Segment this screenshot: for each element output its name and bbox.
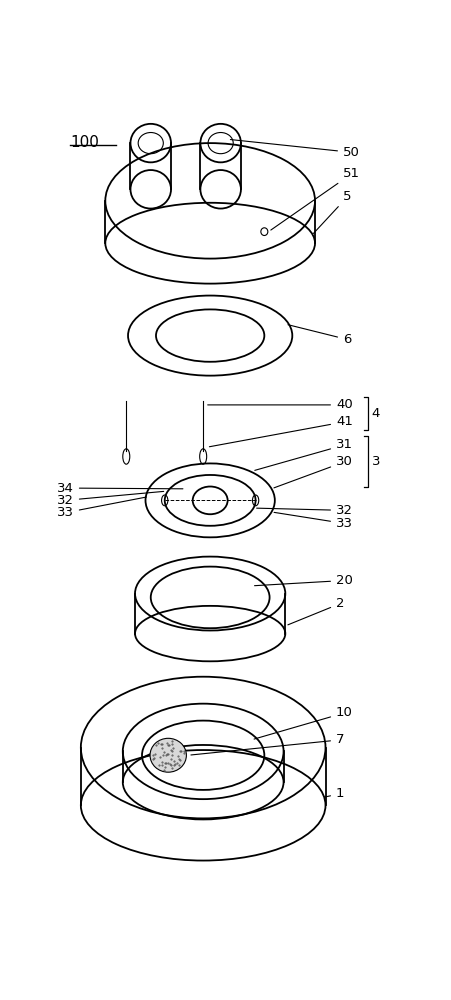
Text: 5: 5	[313, 190, 351, 233]
Text: 51: 51	[271, 167, 360, 230]
Text: 2: 2	[288, 597, 345, 625]
Text: 100: 100	[70, 135, 99, 150]
Text: 41: 41	[209, 415, 353, 447]
Ellipse shape	[150, 738, 186, 772]
Text: 33: 33	[57, 497, 146, 519]
Text: 6: 6	[288, 325, 351, 346]
Text: 31: 31	[255, 438, 353, 470]
Text: 3: 3	[372, 455, 380, 468]
Text: 30: 30	[274, 455, 353, 488]
Text: 1: 1	[325, 787, 345, 800]
Text: 34: 34	[57, 482, 183, 495]
Text: 32: 32	[57, 491, 164, 507]
Text: 33: 33	[274, 512, 353, 530]
Text: 20: 20	[254, 574, 353, 587]
Text: 40: 40	[208, 398, 353, 411]
Text: 4: 4	[372, 407, 380, 420]
Text: 50: 50	[230, 140, 360, 159]
Text: 10: 10	[254, 706, 353, 739]
Text: 32: 32	[257, 504, 353, 517]
Text: 7: 7	[191, 733, 345, 755]
